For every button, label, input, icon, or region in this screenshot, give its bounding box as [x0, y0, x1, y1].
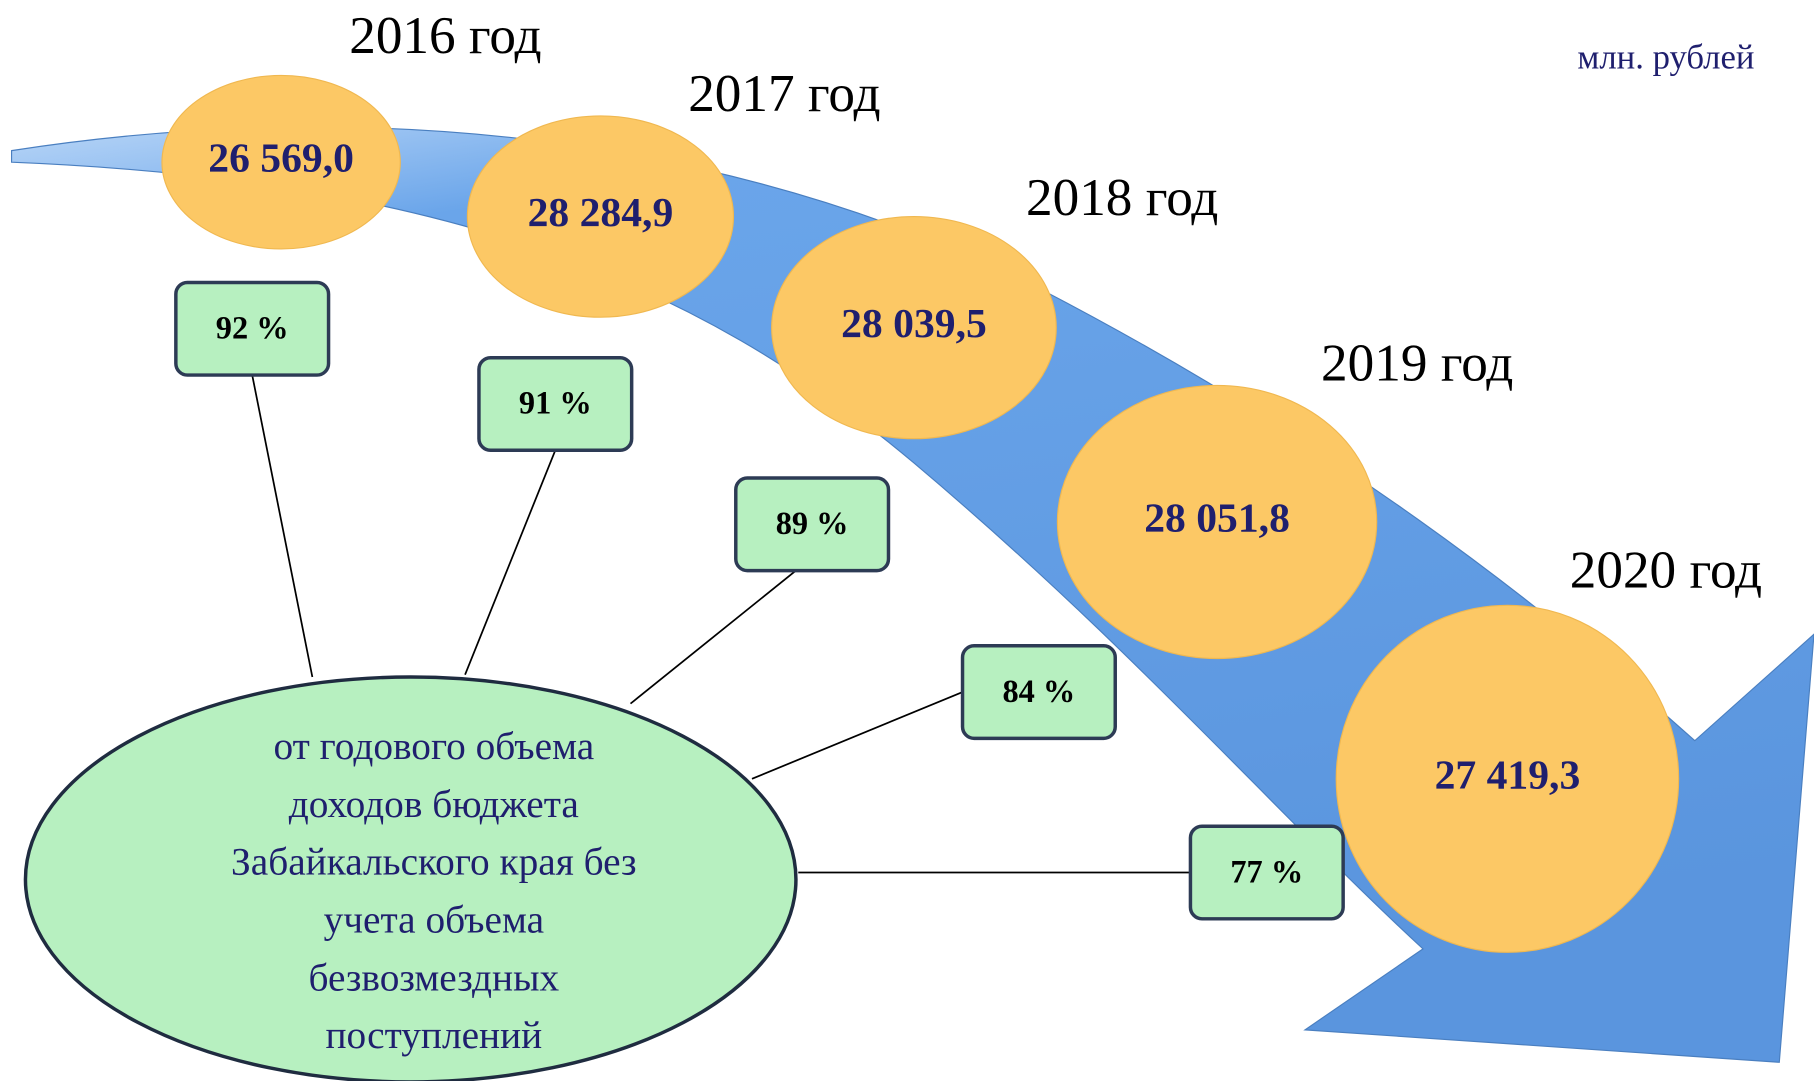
share-box — [960, 644, 1117, 741]
unit-label: млн. рублей — [1577, 37, 1754, 76]
connector — [629, 569, 797, 705]
value-ellipse — [771, 215, 1057, 440]
value-label: 27 419,3 — [1435, 752, 1581, 798]
value-label: 28 284,9 — [528, 190, 674, 236]
connector — [751, 691, 963, 780]
connector — [251, 374, 314, 678]
value-label: 28 039,5 — [841, 301, 987, 347]
value-label: 28 051,8 — [1144, 496, 1290, 542]
note-line: Забайкальского края без — [231, 840, 637, 884]
note-ellipse — [23, 675, 798, 1081]
note-line: от годового объема — [273, 724, 594, 768]
year-label: 2018 год — [1026, 168, 1218, 227]
share-label: 91 % — [519, 386, 592, 422]
share-label: 92 % — [216, 311, 289, 347]
value-ellipse — [1056, 384, 1378, 660]
share-box — [1188, 824, 1345, 921]
note-line: поступлений — [325, 1013, 542, 1057]
year-label: 2020 год — [1570, 540, 1762, 599]
share-label: 84 % — [1002, 674, 1075, 710]
note-line: учета объема — [324, 897, 544, 941]
share-label: 89 % — [776, 506, 849, 542]
share-label: 77 % — [1230, 854, 1303, 890]
value-ellipse — [161, 74, 401, 250]
note-line: доходов бюджета — [289, 782, 579, 826]
value-ellipse — [466, 115, 735, 318]
year-label: 2019 год — [1321, 333, 1513, 392]
share-box — [174, 280, 331, 377]
value-label: 26 569,0 — [208, 136, 354, 182]
value-ellipse — [1335, 604, 1680, 953]
year-label: 2016 год — [349, 6, 541, 65]
share-box — [734, 476, 891, 573]
note-line: безвозмездных — [308, 955, 559, 999]
connector — [464, 449, 557, 676]
year-label: 2017 год — [688, 64, 880, 123]
share-box — [477, 355, 634, 452]
